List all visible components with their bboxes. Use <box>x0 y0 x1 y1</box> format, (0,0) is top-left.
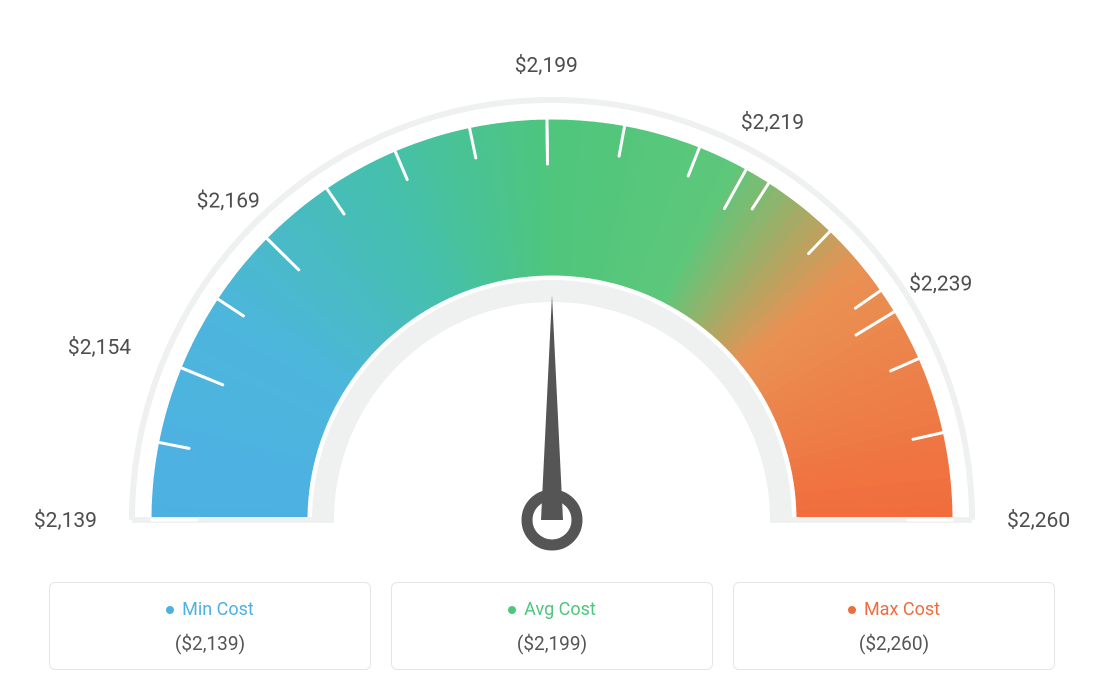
legend-value-avg: ($2,199) <box>392 632 712 655</box>
svg-text:$2,154: $2,154 <box>68 336 131 360</box>
gauge-svg: $2,139 $2,154 $2,169 $2,199 $2,219 $2,239 $2,2… <box>0 0 1104 570</box>
svg-text:$2,260: $2,260 <box>1007 509 1070 533</box>
svg-text:$2,139: $2,139 <box>34 509 97 533</box>
legend-dot-icon <box>848 606 856 614</box>
legend-label-max: Max Cost <box>864 599 940 620</box>
legend-card-min: Min Cost ($2,139) <box>49 582 371 671</box>
legend-title-avg: Avg Cost <box>508 599 596 620</box>
svg-text:$2,219: $2,219 <box>741 111 804 135</box>
legend-card-max: Max Cost ($2,260) <box>733 582 1055 671</box>
legend-title-max: Max Cost <box>848 599 940 620</box>
legend-card-avg: Avg Cost ($2,199) <box>391 582 713 671</box>
legend-value-max: ($2,260) <box>734 632 1054 655</box>
legend-value-min: ($2,139) <box>50 632 370 655</box>
legend-label-avg: Avg Cost <box>524 599 596 620</box>
legend-title-min: Min Cost <box>166 599 254 620</box>
legend-label-min: Min Cost <box>182 599 254 620</box>
gauge-chart-container: $2,139 $2,154 $2,169 $2,199 $2,219 $2,239 $2,2… <box>0 0 1104 690</box>
svg-text:$2,169: $2,169 <box>197 189 260 213</box>
svg-text:$2,239: $2,239 <box>909 272 972 296</box>
legend-row: Min Cost ($2,139) Avg Cost ($2,199) Max … <box>0 582 1104 671</box>
legend-dot-icon <box>166 606 174 614</box>
legend-dot-icon <box>508 606 516 614</box>
svg-text:$2,199: $2,199 <box>515 54 578 78</box>
